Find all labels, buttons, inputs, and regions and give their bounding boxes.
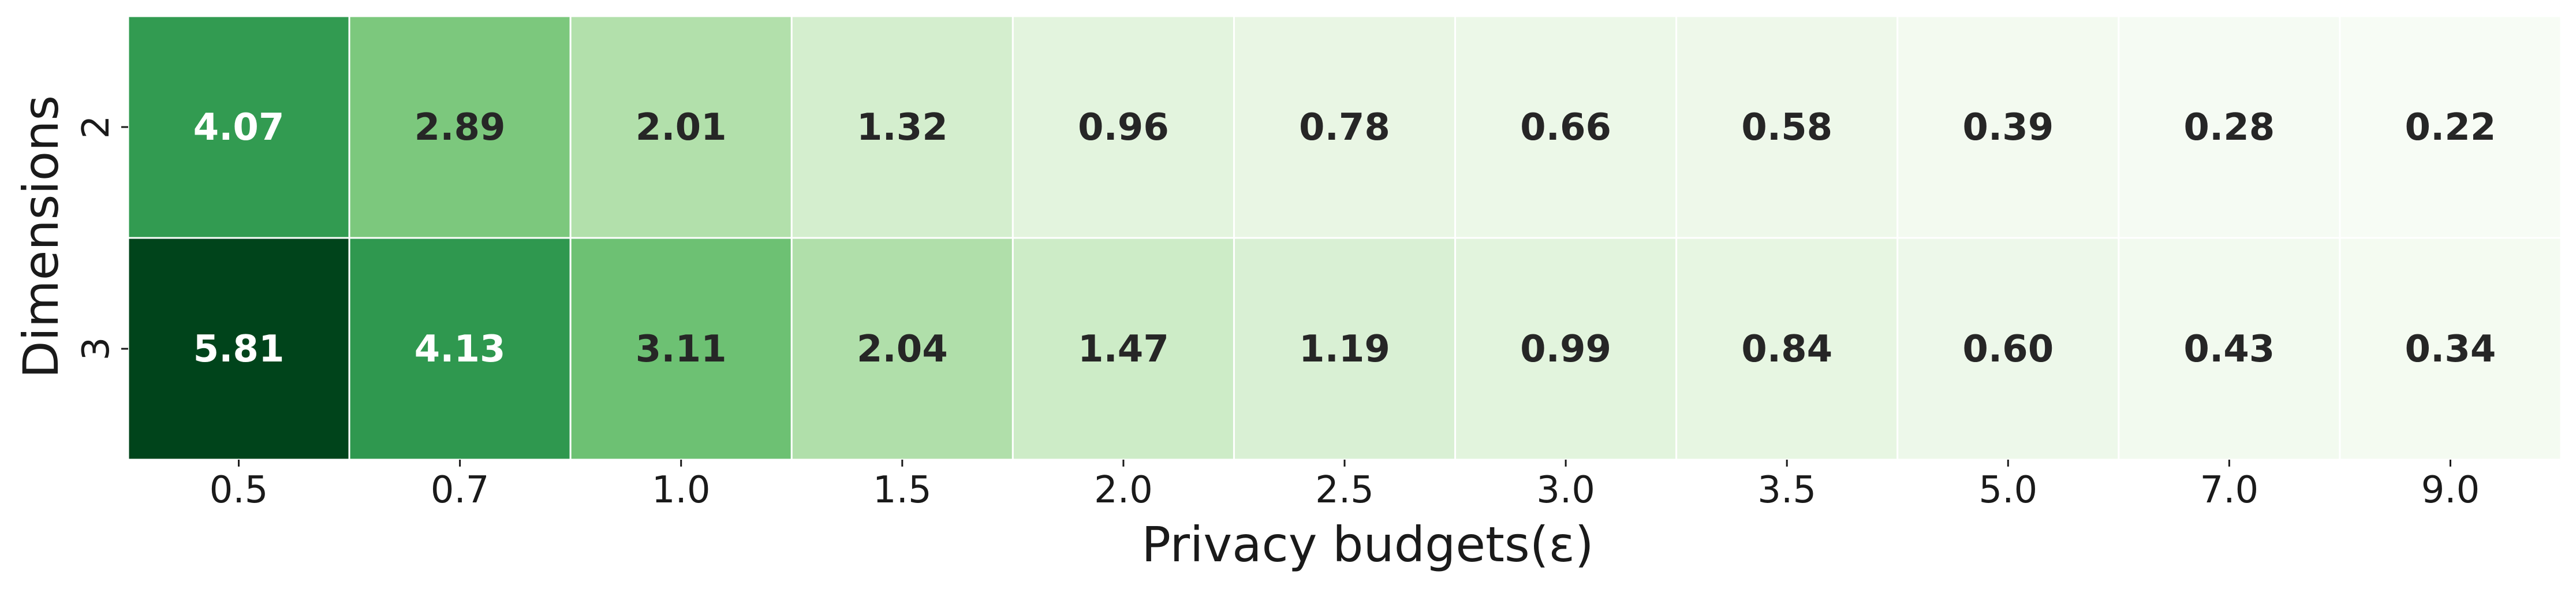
heatmap-cell-2-2.5: [1233, 15, 1457, 239]
cell-value-label: 5.81: [193, 328, 285, 371]
heatmap-cell-2-1.0: [569, 15, 793, 239]
x-tick-label: 9.0: [2421, 469, 2480, 512]
heatmap-cell-3-7.0: [2118, 237, 2341, 461]
x-tick-label: 0.7: [431, 469, 490, 512]
cell-value-label: 4.07: [193, 106, 285, 149]
cell-value-label: 4.13: [415, 328, 506, 371]
x-tick-label: 2.5: [1315, 469, 1374, 512]
heatmap-cell-2-0.7: [348, 15, 572, 239]
heatmap-cell-3-1.0: [569, 237, 793, 461]
heatmap-cell-3-2.0: [1011, 237, 1235, 461]
cell-value-label: 2.04: [857, 328, 948, 371]
heatmap-cell-3-3.0: [1454, 237, 1678, 461]
heatmap-cell-3-9.0: [2339, 237, 2562, 461]
cell-value-label: 0.99: [1520, 328, 1611, 371]
y-axis-label: Dimensions: [13, 95, 69, 378]
heatmap-cell-2-3.5: [1675, 15, 1899, 239]
cell-value-label: 2.89: [415, 106, 506, 149]
x-axis-label: Privacy budgets(ε): [1141, 516, 1593, 573]
heatmap-cell-2-2.0: [1011, 15, 1235, 239]
heatmap-cell-2-0.5: [127, 15, 350, 239]
cell-value-label: 0.66: [1520, 106, 1611, 149]
heatmap-cell-2-9.0: [2339, 15, 2562, 239]
x-tick-label: 7.0: [2200, 469, 2258, 512]
cell-value-label: 0.22: [2405, 106, 2496, 149]
x-tick-label: 0.5: [210, 469, 268, 512]
y-tick-label: 3: [75, 337, 118, 361]
cell-value-label: 1.47: [1078, 328, 1169, 371]
x-tick-label: 1.5: [873, 469, 932, 512]
cell-value-label: 0.84: [1741, 328, 1832, 371]
heatmap-cell-2-1.5: [790, 15, 1014, 239]
x-tick-label: 3.0: [1536, 469, 1595, 512]
heatmap-cell-3-2.5: [1233, 237, 1457, 461]
cell-value-label: 2.01: [636, 106, 727, 149]
x-axis-ticks: 0.5 0.7 1.0 1.5 2.0 2.5 3.0 3.5 5.0 7.0 9.0: [210, 460, 2480, 512]
cell-value-label: 1.32: [857, 106, 948, 149]
x-tick-label: 2.0: [1094, 469, 1153, 512]
cell-value-label: 0.60: [1962, 328, 2054, 371]
heatmap-cell-2-7.0: [2118, 15, 2341, 239]
y-tick-label: 2: [75, 115, 118, 139]
heatmap-cell-3-5.0: [1896, 237, 2120, 461]
heatmap-cell-3-3.5: [1675, 237, 1899, 461]
cell-value-label: 0.39: [1962, 106, 2054, 149]
cell-value-label: 0.34: [2405, 328, 2496, 371]
heatmap-cell-3-1.5: [790, 237, 1014, 461]
x-tick-label: 1.0: [652, 469, 711, 512]
cell-value-label: 0.78: [1299, 106, 1390, 149]
heatmap-cell-3-0.7: [348, 237, 572, 461]
cell-value-label: 1.19: [1299, 328, 1390, 371]
cell-value-label: 0.43: [2183, 328, 2275, 371]
x-tick-label: 3.5: [1757, 469, 1816, 512]
x-tick-label: 5.0: [1978, 469, 2037, 512]
cell-value-label: 0.28: [2183, 106, 2275, 149]
cell-value-label: 3.11: [636, 328, 727, 371]
y-axis-ticks: 23: [75, 115, 128, 361]
heatmap-cells: 4.07 2.89 2.01 1.32 0.96 0.78 0.66 0.58 0.39 0.28…: [127, 15, 2562, 461]
cell-value-label: 0.96: [1078, 106, 1169, 149]
heatmap-cell-3-0.5: [127, 237, 350, 461]
cell-value-label: 0.58: [1741, 106, 1832, 149]
